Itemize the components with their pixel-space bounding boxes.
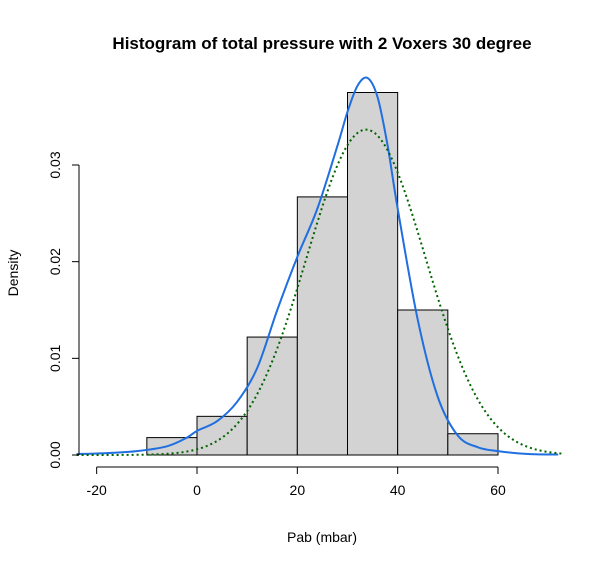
x-tick-label: 20 (290, 482, 306, 498)
x-tick-label: 40 (390, 482, 406, 498)
x-tick-label: 60 (490, 482, 506, 498)
x-axis-label: Pab (mbar) (287, 529, 357, 545)
y-tick-label: 0.02 (47, 248, 63, 275)
curves (76, 76, 564, 456)
histogram-bar (196, 415, 248, 456)
x-tick-label: 0 (193, 482, 201, 498)
histogram-bar (246, 336, 298, 456)
histogram-bars (146, 92, 499, 456)
normal-curve (76, 128, 564, 456)
y-tick-label: 0.03 (47, 151, 63, 178)
y-axis: 0.00 0.01 0.02 0.03 (47, 151, 80, 469)
histogram-bar (347, 92, 399, 456)
x-axis: -20 0 20 40 60 (87, 466, 506, 498)
x-tick-label: -20 (87, 482, 107, 498)
chart-title: Histogram of total pressure with 2 Voxer… (112, 34, 531, 53)
density-curve (76, 76, 559, 456)
histogram-bar (296, 196, 349, 456)
y-axis-label: Density (5, 250, 21, 297)
y-tick-label: 0.01 (47, 344, 63, 371)
y-tick-label: 0.00 (47, 441, 63, 468)
histogram-bar (146, 437, 198, 456)
histogram-bar (447, 433, 499, 456)
histogram-bar (397, 309, 449, 456)
